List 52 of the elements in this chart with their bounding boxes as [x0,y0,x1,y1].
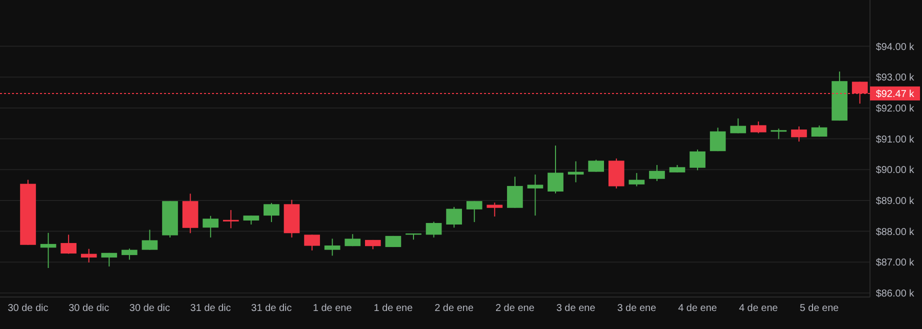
x-tick-label: 30 de dic [8,303,48,314]
candlestick [548,145,564,194]
candlestick [527,174,544,216]
candlestick [730,118,746,134]
candlestick [80,248,97,263]
candlestick [222,210,239,229]
candlestick [304,234,320,251]
x-tick-label: 5 de ene [800,303,840,314]
x-tick-label: 1 de ene [374,303,414,314]
candlestick [344,234,361,247]
candlestick [628,172,645,187]
candlestick [142,229,158,250]
y-tick-label: $87.00 k [876,258,916,269]
y-tick-label: $89.00 k [876,196,916,207]
candlestick [791,126,807,142]
candlestick [264,202,280,223]
x-tick-label: 3 de ene [617,303,657,314]
y-tick-label: $94.00 k [876,42,916,53]
y-tick-label: $92.00 k [876,103,916,114]
y-tick-label: $90.00 k [876,165,916,176]
candlestick [710,127,726,152]
candlestick [649,164,665,182]
x-tick-label: 30 de dic [68,303,110,314]
ref-line-label: $92.47 k [876,88,916,100]
candlestick [202,215,219,238]
y-tick-label: $91.00 k [876,134,916,146]
candlestick [122,248,138,260]
candlestick [426,221,442,238]
x-tick-label: 4 de ene [678,303,718,314]
x-tick-label: 3 de ene [556,303,596,314]
y-tick-label: $86.00 k [876,288,916,300]
candlestick [60,234,76,254]
candlestick [486,202,503,218]
x-tick-label: 2 de ene [434,303,474,314]
candlestick [750,121,766,134]
x-tick-label: 4 de ene [738,303,778,314]
candlestick [588,159,604,172]
candlestick [324,238,340,256]
x-tick-label: 31 de dic [251,303,292,314]
candlestick [770,128,787,140]
candlestick [446,206,462,228]
x-tick-label: 31 de dic [190,303,231,314]
candlestick [690,149,706,171]
x-tick-label: 2 de ene [495,303,535,314]
y-tick-label: $93.00 k [876,72,916,84]
y-tick-label: $88.00 k [876,226,916,238]
candlestick [40,232,56,269]
x-tick-label: 30 de dic [129,303,170,314]
candlestick [466,200,482,223]
x-tick-label: 1 de ene [312,303,352,314]
candlestick [101,252,118,267]
candlestick [507,176,523,208]
